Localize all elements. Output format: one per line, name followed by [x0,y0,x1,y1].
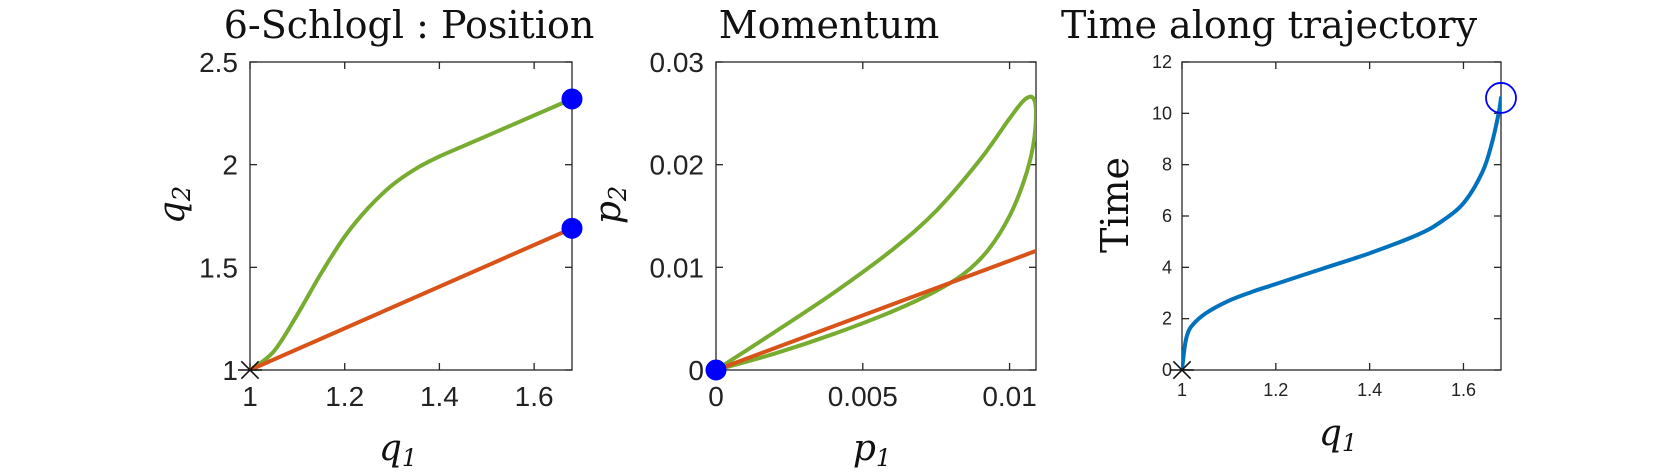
time-xtick-label: 1.4 [1357,380,1382,400]
position-xtick-label: 1 [242,381,258,412]
momentum-axes-frame [715,61,1037,371]
momentum-ytick-label: 0.03 [650,47,705,78]
time-ytick-label: 12 [1152,52,1172,72]
time-xlabel: q1 [1319,413,1357,457]
position-xtick-label: 1.2 [325,381,364,412]
momentum-title: Momentum [719,3,940,47]
momentum-ytick-label: 0.01 [650,252,705,283]
time-ytick-label: 4 [1162,257,1172,277]
position-panel: 6-Schlogl : Position 1 1.2 1.4 1.611.522.5 … [152,3,594,472]
position-marker-dot [561,88,583,110]
position-series-line-orange [250,226,572,370]
momentum-panel: Momentum 0 0.005 0.01 0 0.01 0.02 0.03 p1 p2 [588,3,1037,472]
time-ytick-label: 10 [1152,103,1172,123]
momentum-xtick-label: 0.005 [828,381,898,412]
time-marker-open-circle [1485,82,1517,114]
time-xtick-label: 1.2 [1263,380,1288,400]
position-ytick-label: 1.5 [199,252,238,283]
momentum-xlabel: p1 [853,428,891,472]
time-series-line-blue_curve [1182,95,1501,370]
time-marker-asterisk [1170,360,1194,380]
position-ytick-label: 2.5 [199,47,238,78]
position-title: 6-Schlogl : Position [224,3,595,47]
momentum-ytick-label: 0 [688,355,704,386]
momentum-series-line-green [716,94,1036,370]
time-panel: Time along trajectory 1 1.2 1.4 1.6 0 2 4 6 8 10 1… [1061,3,1517,457]
position-ytick-label: 1 [222,355,238,386]
momentum-ylabel: p2 [588,186,632,224]
position-ytick-label: 2 [222,150,238,181]
time-xtick-label: 1 [1177,380,1187,400]
momentum-xtick-label: 0 [708,381,724,412]
time-ytick-label: 2 [1162,309,1172,329]
momentum-series-line-orange [716,248,1036,370]
time-ytick-label: 0 [1162,360,1172,380]
time-title: Time along trajectory [1061,3,1478,47]
position-xtick-label: 1.6 [515,381,554,412]
time-xtick-label: 1.6 [1451,380,1476,400]
momentum-marker-dot [705,359,727,381]
position-ylabel: q2 [152,186,196,224]
time-axes-frame [1181,61,1502,371]
time-ylabel: Time [1093,157,1137,253]
position-xtick-label: 1.4 [420,381,459,412]
momentum-xtick-label: 0.01 [982,381,1037,412]
time-ytick-label: 8 [1162,155,1172,175]
position-xlabel: q1 [379,428,417,472]
time-ytick-label: 6 [1162,206,1172,226]
momentum-ytick-label: 0.02 [650,150,705,181]
position-marker-asterisk [238,360,262,380]
position-series-line-green [250,96,572,370]
position-axes-frame [249,61,573,371]
position-marker-dot [561,217,583,239]
